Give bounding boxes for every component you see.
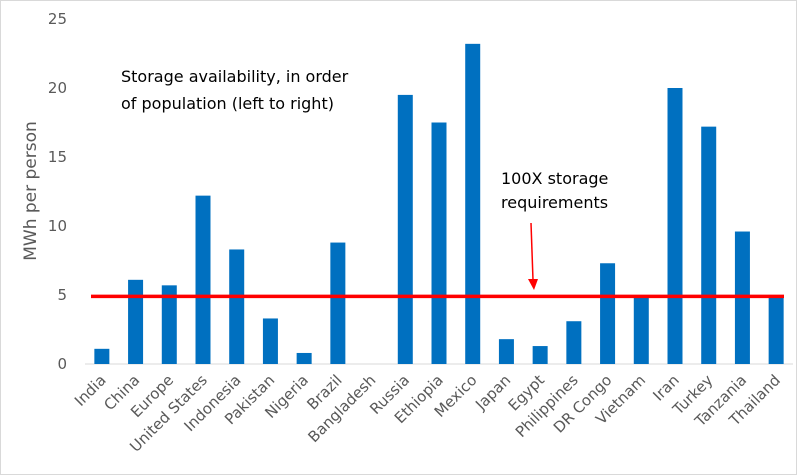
bar (128, 279, 144, 364)
y-axis-label: MWh per person (21, 121, 41, 261)
bar (566, 321, 582, 364)
bar (161, 285, 177, 364)
bars (94, 43, 784, 365)
requirement-annotation-line1: 100X storage (501, 169, 608, 188)
bar (195, 195, 211, 364)
bar (701, 126, 717, 364)
storage-annotation-line2: of population (left to right) (121, 94, 334, 113)
y-tick-label: 25 (48, 10, 67, 28)
y-tick-label: 5 (57, 286, 67, 304)
y-tick-label: 15 (48, 148, 67, 166)
bar (498, 339, 514, 364)
bar (330, 242, 346, 364)
bar (465, 43, 481, 365)
bar (229, 249, 245, 364)
bar (94, 348, 110, 364)
y-tick-labels: 0 5 10 15 20 25 (48, 10, 67, 373)
bar (532, 346, 548, 364)
x-tick-label: Japan (471, 371, 514, 414)
bar (768, 296, 784, 364)
bar (296, 352, 312, 364)
bar (431, 122, 447, 364)
requirement-arrow (530, 222, 534, 281)
bar (667, 88, 683, 364)
bar (600, 263, 616, 364)
bar (397, 94, 413, 365)
y-tick-label: 0 (57, 355, 67, 373)
bar (633, 296, 649, 364)
y-tick-label: 20 (48, 79, 67, 97)
requirement-annotation-line2: requirements (501, 193, 608, 212)
requirement-arrowhead (528, 279, 538, 290)
bar (262, 318, 278, 364)
y-tick-label: 10 (48, 217, 67, 235)
storage-annotation-line1: Storage availability, in order (121, 67, 349, 86)
